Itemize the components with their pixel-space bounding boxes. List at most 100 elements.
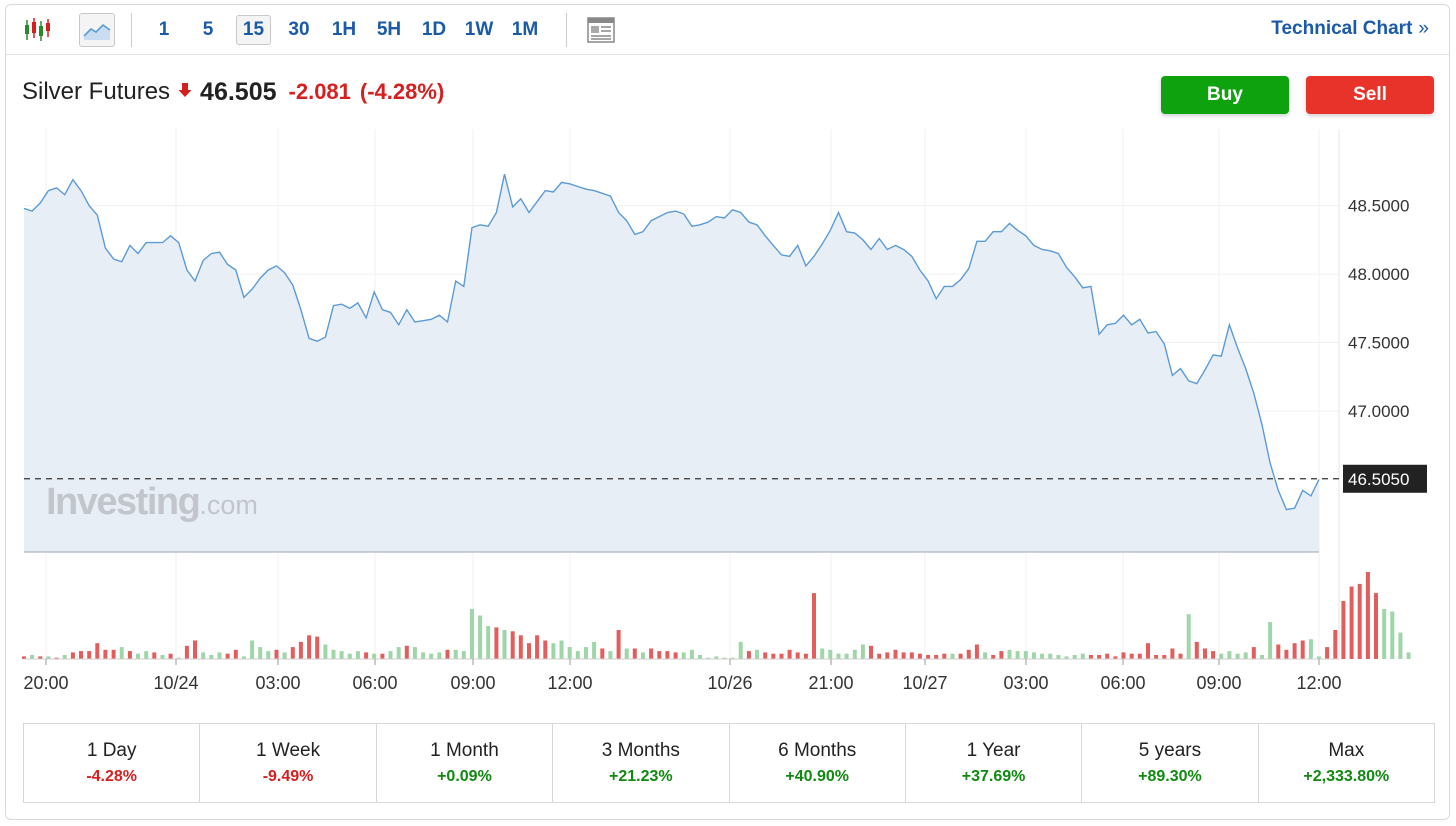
volume-bar bbox=[592, 641, 597, 659]
performance-cell[interactable]: 6 Months +40.90% bbox=[730, 724, 906, 802]
volume-bar bbox=[1023, 651, 1028, 659]
timeframe-1h[interactable]: 1H bbox=[331, 19, 357, 40]
area-chart-icon[interactable] bbox=[79, 13, 115, 47]
x-axis-tick-label: 09:00 bbox=[1196, 673, 1241, 693]
volume-bar bbox=[649, 648, 654, 659]
performance-period: 1 Day bbox=[86, 740, 137, 761]
performance-cell[interactable]: 5 years +89.30% bbox=[1082, 724, 1259, 802]
toolbar-divider bbox=[131, 13, 132, 47]
volume-bar bbox=[812, 593, 816, 659]
volume-bar bbox=[1341, 601, 1346, 659]
volume-bar bbox=[1031, 652, 1036, 659]
investing-watermark: Investing.com bbox=[46, 481, 258, 524]
volume-bar bbox=[1219, 653, 1224, 659]
chevron-right-icon: » bbox=[1418, 18, 1429, 39]
buy-button[interactable]: Buy bbox=[1161, 76, 1289, 114]
volume-bar bbox=[1365, 572, 1370, 659]
technical-chart-link[interactable]: Technical Chart» bbox=[1271, 18, 1429, 40]
volume-bar bbox=[852, 649, 857, 659]
sell-button[interactable]: Sell bbox=[1306, 76, 1434, 114]
timeframe-30[interactable]: 30 bbox=[288, 19, 310, 40]
volume-bar bbox=[828, 649, 833, 659]
timeframe-15[interactable]: 15 bbox=[236, 15, 271, 45]
volume-bar bbox=[282, 652, 287, 659]
performance-cell[interactable]: 1 Week -9.49% bbox=[200, 724, 377, 802]
x-axis-tick-label: 06:00 bbox=[1100, 673, 1145, 693]
performance-cell[interactable]: 1 Month +0.09% bbox=[377, 724, 554, 802]
volume-bar bbox=[991, 655, 996, 659]
performance-cell[interactable]: 3 Months +21.23% bbox=[553, 724, 730, 802]
volume-bar bbox=[1088, 655, 1093, 659]
volume-bar bbox=[616, 630, 621, 659]
y-axis-tick-label: 47.0000 bbox=[1348, 402, 1409, 421]
volume-bar bbox=[698, 655, 702, 659]
volume-bar bbox=[331, 649, 336, 659]
volume-bar bbox=[1382, 608, 1387, 659]
chart-widget: 1 5 15 30 1H 5H 1D 1W 1M Technical Chart… bbox=[5, 4, 1450, 820]
y-axis-tick-label: 47.5000 bbox=[1348, 334, 1409, 353]
last-price-tag-label: 46.5050 bbox=[1348, 470, 1409, 489]
volume-bar bbox=[567, 647, 572, 659]
x-axis-tick-label: 06:00 bbox=[352, 673, 397, 693]
candlestick-icon[interactable] bbox=[20, 13, 54, 47]
volume-bar bbox=[518, 635, 523, 659]
volume-bar bbox=[258, 647, 263, 659]
volume-bar bbox=[1162, 655, 1167, 659]
volume-bar bbox=[388, 651, 393, 659]
timeframe-5h[interactable]: 5H bbox=[376, 19, 402, 40]
performance-period: 1 Month bbox=[430, 740, 499, 761]
volume-bar bbox=[1048, 653, 1053, 659]
volume-bar bbox=[111, 649, 116, 659]
volume-bar bbox=[184, 645, 189, 659]
timeframe-1m[interactable]: 1M bbox=[511, 19, 539, 40]
volume-bar bbox=[1015, 651, 1020, 659]
volume-bar bbox=[193, 640, 197, 659]
performance-table: 1 Day -4.28% 1 Week -9.49% 1 Month +0.09% 3 Mo… bbox=[23, 723, 1435, 803]
volume-bar bbox=[1349, 586, 1354, 659]
price-chart[interactable]: 48.5000 48.0000 47.5000 47.0000 46.5050 20:00… bbox=[6, 5, 1449, 705]
volume-bar bbox=[144, 651, 149, 659]
volume-bar bbox=[119, 647, 124, 659]
volume-bar bbox=[983, 652, 988, 659]
volume-bar bbox=[559, 640, 564, 659]
volume-bar bbox=[1072, 655, 1077, 659]
volume-bar bbox=[1194, 641, 1199, 659]
timeframe-5[interactable]: 5 bbox=[202, 19, 214, 40]
timeframe-1[interactable]: 1 bbox=[158, 19, 170, 40]
volume-bar bbox=[233, 649, 238, 659]
volume-bar bbox=[608, 651, 613, 659]
volume-bar bbox=[600, 648, 605, 659]
volume-bar bbox=[168, 653, 173, 659]
volume-bar bbox=[176, 657, 181, 659]
volume-bar bbox=[926, 655, 931, 659]
performance-cell[interactable]: Max +2,333.80% bbox=[1259, 724, 1434, 802]
volume-bar bbox=[290, 647, 295, 659]
volume-bar bbox=[974, 644, 979, 659]
volume-bar bbox=[934, 655, 939, 659]
volume-bar bbox=[429, 653, 434, 659]
y-axis-tick-label: 48.5000 bbox=[1348, 197, 1409, 216]
x-axis-tick-label: 03:00 bbox=[1003, 673, 1048, 693]
volume-bar bbox=[486, 626, 491, 659]
volume-bar bbox=[1121, 652, 1126, 659]
volume-bar bbox=[79, 651, 83, 659]
volume-bar bbox=[201, 652, 206, 659]
volume-bar bbox=[453, 649, 458, 659]
volume-bar bbox=[1105, 653, 1110, 659]
volume-bar bbox=[502, 630, 507, 659]
performance-value: -4.28% bbox=[86, 768, 138, 785]
news-layout-icon[interactable] bbox=[585, 13, 617, 47]
volume-bar bbox=[999, 651, 1004, 659]
volume-bar bbox=[152, 652, 157, 659]
volume-bar bbox=[706, 657, 711, 659]
performance-period: 1 Week bbox=[256, 740, 321, 761]
performance-period: Max bbox=[1328, 740, 1365, 761]
volume-bar bbox=[844, 653, 849, 659]
watermark-brand: Investing bbox=[46, 481, 201, 523]
volume-bar bbox=[494, 627, 499, 659]
performance-cell[interactable]: 1 Year +37.69% bbox=[906, 724, 1083, 802]
performance-cell[interactable]: 1 Day -4.28% bbox=[24, 724, 201, 802]
timeframe-1d[interactable]: 1D bbox=[421, 19, 447, 40]
timeframe-1w[interactable]: 1W bbox=[464, 19, 494, 40]
volume-bar bbox=[396, 647, 401, 659]
